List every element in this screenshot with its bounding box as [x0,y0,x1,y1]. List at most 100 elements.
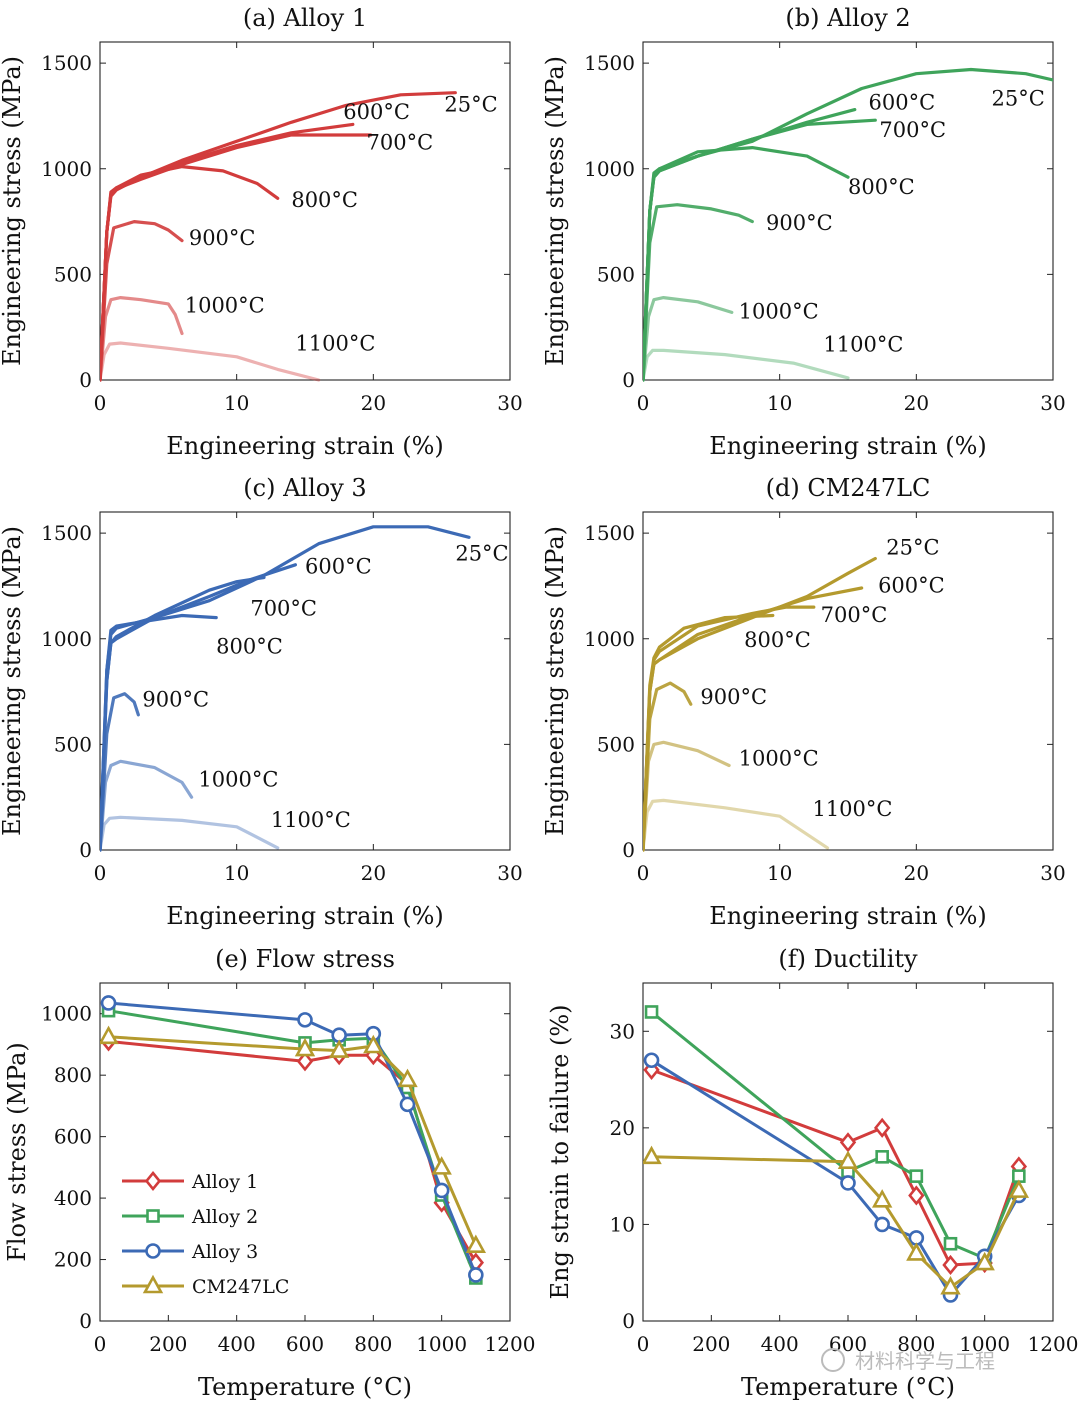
curve-label: 1100°C [295,331,375,355]
curve-800C [100,613,218,852]
square-marker [909,1169,924,1183]
curve-900C [643,681,693,852]
y-tick-label: 0 [79,1309,92,1333]
x-tick-label: 30 [497,391,522,415]
y-tick-label: 1000 [41,157,92,181]
curve-label: 800°C [744,628,811,652]
series-line [108,1039,478,1264]
curve-900C [100,692,140,852]
triangle-marker [906,1242,927,1261]
x-tick-label: 0 [94,861,107,885]
x-axis-label: Engineering strain (%) [709,432,987,460]
y-axis-label: Engineering stress (MPa) [541,526,569,836]
x-axis-label: Engineering strain (%) [709,902,987,930]
triangle-marker [643,1145,662,1165]
x-tick-label: 600 [286,1332,324,1356]
legend-label: CM247LC [192,1276,289,1298]
panel-title: (e) Flow stress [215,945,395,973]
curve-label: 25°C [992,86,1045,110]
square-marker [146,1209,160,1223]
series-line [108,1001,478,1276]
panel-title: (b) Alloy 2 [785,4,910,32]
x-tick-label: 800 [897,1332,935,1356]
x-tick-label: 30 [497,861,522,885]
x-tick-label: 1000 [416,1332,467,1356]
series-alloy-3 [100,995,484,1283]
legend-label: Alloy 2 [191,1206,258,1228]
curve-label: 800°C [216,635,283,659]
panel-b: 0 10 20 30 0 500 1000 1500 (b) Alloy 2 Engineerin… [541,4,1066,460]
x-tick-label: 20 [361,391,386,415]
curve-900C [643,203,754,382]
x-tick-label: 800 [354,1332,392,1356]
x-tick-label: 0 [94,1332,107,1356]
y-axis-label: Engineering stress (MPa) [541,56,569,366]
diamond-marker [296,1051,314,1072]
circle-marker [468,1267,484,1283]
triangle-marker [1008,1179,1030,1198]
curve-1100C [100,341,321,382]
y-tick-label: 400 [54,1186,92,1210]
curve-label: 1000°C [185,293,265,317]
diamond-marker [144,1170,162,1192]
panel-title: (f) Ductility [778,945,918,973]
plot-area [643,1005,1030,1303]
watermark-text: 材料科学与工程 [855,1349,995,1373]
y-axis-label: Engineering stress (MPa) [0,526,26,836]
panel-a: 0 10 20 30 0 500 1000 1500 (a) Alloy 1 Engineerin… [0,4,523,460]
axes-frame [99,511,511,851]
triangle-marker [431,1156,452,1175]
curve-label: 600°C [343,100,410,124]
triangle-marker [940,1276,961,1295]
curve-1000C [643,740,731,852]
axes-frame [642,41,1054,381]
curve-label: 1000°C [739,300,819,324]
triangle-marker [465,1234,487,1254]
plot-area [100,525,471,852]
y-tick-label: 1000 [584,627,635,651]
x-tick-label: 200 [692,1332,730,1356]
curve-label: 700°C [821,603,888,627]
y-tick-label: 30 [610,1019,635,1043]
triangle-marker [363,1034,384,1054]
y-tick-label: 1000 [41,627,92,651]
x-tick-label: 20 [904,861,929,885]
legend-label: Alloy 3 [191,1241,258,1263]
curve-label: 900°C [700,685,767,709]
y-tick-label: 1500 [41,51,92,75]
legend-label: Alloy 1 [191,1171,258,1193]
curve-1100C [643,348,850,382]
curve-1000C [643,296,734,382]
curve-label: 1000°C [198,768,278,792]
curve-label: 700°C [250,597,317,621]
y-tick-label: 1500 [584,521,635,545]
y-tick-label: 500 [597,732,635,756]
y-tick-label: 20 [610,1116,635,1140]
x-tick-label: 0 [637,391,650,415]
square-marker [875,1150,889,1164]
circle-marker [874,1216,890,1233]
y-tick-label: 500 [597,262,635,286]
curve-label: 1100°C [271,808,351,832]
curve-1000C [100,296,184,382]
diamond-marker [839,1132,857,1153]
y-tick-label: 0 [79,368,92,392]
triangle-marker [837,1150,859,1169]
panel-c: 0 10 20 30 0 500 1000 1500 (c) Alloy 3 Engineerin… [0,474,523,930]
x-tick-label: 0 [94,391,107,415]
curve-800C [643,146,850,382]
y-tick-label: 200 [54,1248,92,1272]
y-axis-label: Flow stress (MPa) [3,1042,31,1262]
curve-label: 800°C [291,188,358,212]
x-tick-label: 400 [761,1332,799,1356]
y-axis-label: Eng strain to failure (%) [546,1004,574,1299]
circle-marker [145,1243,161,1259]
curve-label: 1100°C [823,332,903,356]
circle-marker [297,1012,313,1028]
triangle-marker [397,1068,418,1088]
y-tick-label: 1500 [41,521,92,545]
series-line [650,1068,1021,1267]
x-tick-label: 20 [904,391,929,415]
curve-label: 600°C [869,91,936,115]
